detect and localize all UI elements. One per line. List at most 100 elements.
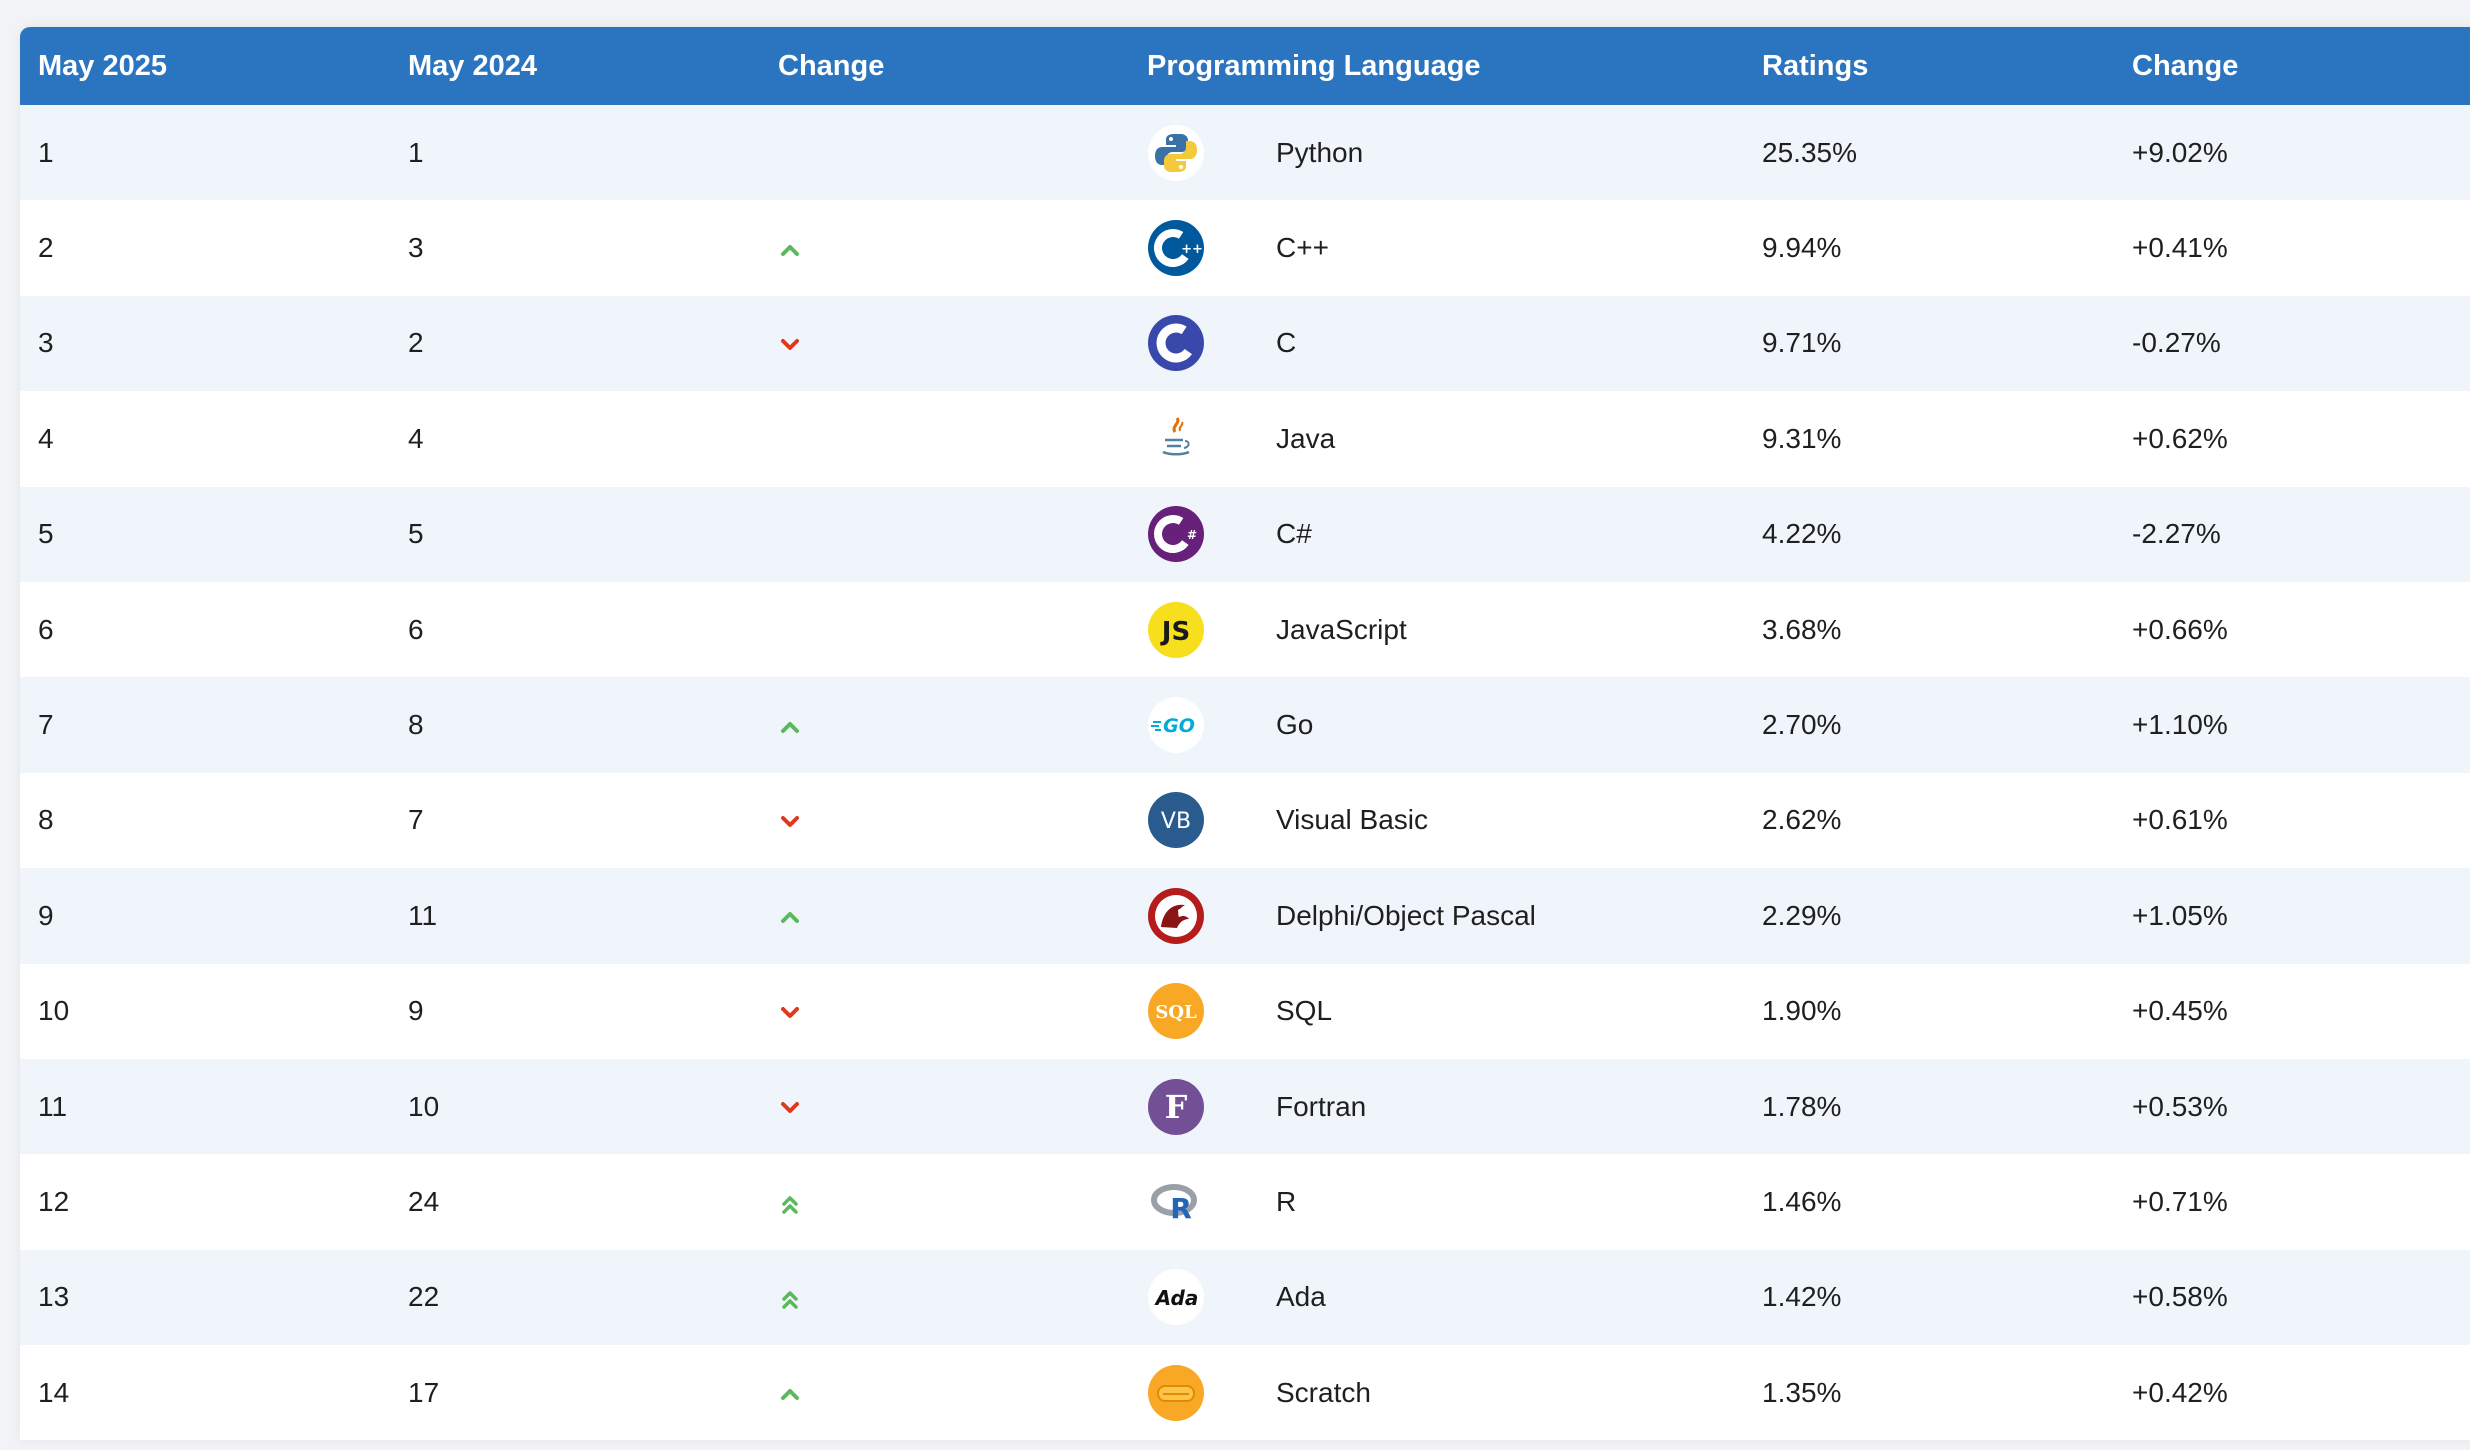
language-name[interactable]: C++ [1276,232,1329,264]
rank-current: 11 [38,1090,68,1122]
scratch-logo-icon [1147,1364,1276,1422]
table-row[interactable]: 11 10 F Fortran 1.78% +0.53% [20,1058,2470,1155]
rank-current: 5 [38,518,54,550]
table-row[interactable]: 1 1 Python 25.35% +9.02% [20,105,2470,201]
table-row[interactable]: 8 7 VB Visual Basic 2.62% +0.61% [20,772,2470,869]
rating-value: 3.68% [1762,613,1842,645]
table-row[interactable]: 9 11 Delphi/Object Pascal 2.29% +1.05% [20,868,2470,964]
table-row[interactable]: 12 24 R R 1.46% +0.71% [20,1154,2470,1250]
double-arrow-up-icon [782,1291,798,1309]
rank-change-cell [760,487,1129,582]
svg-text:Ada: Ada [1154,1286,1199,1310]
table-row[interactable]: 2 3 ++ C++ 9.94% +0.41% [20,200,2470,296]
rank-previous: 22 [408,1281,440,1313]
table-row[interactable]: 7 8 GO Go 2.70% +1.10% [20,677,2470,773]
header-ratings-change[interactable]: Change [2114,27,2470,105]
language-logo-cell [1129,105,1276,200]
rating-value: 1.42% [1762,1281,1842,1313]
rank-change-cell [760,200,1129,295]
svg-text:++: ++ [1181,242,1203,257]
language-name[interactable]: C [1276,327,1297,359]
rank-current: 2 [38,232,54,264]
rank-previous: 8 [408,709,424,741]
language-name[interactable]: R [1276,1185,1297,1217]
language-logo-cell: # [1129,487,1276,582]
rank-current: 10 [38,995,70,1027]
rank-current: 7 [38,709,54,741]
language-name[interactable]: Visual Basic [1276,804,1429,836]
table-row[interactable]: 14 17 Scratch 1.35% +0.42% [20,1345,2470,1441]
arrow-down-icon [781,816,799,828]
arrow-down-icon [781,339,799,351]
rank-change-cell [760,964,1129,1059]
language-name[interactable]: SQL [1276,995,1333,1027]
rank-current: 12 [38,1185,70,1217]
svg-text:GO: GO [1163,715,1195,737]
svg-text:VB: VB [1161,809,1191,834]
rank-previous: 1 [408,136,424,168]
rank-current: 3 [38,327,54,359]
table-row[interactable]: 6 6 JS JavaScript 3.68% +0.66% [20,581,2470,678]
table-row[interactable]: 3 2 C 9.71% -0.27% [20,295,2470,392]
rank-previous: 4 [408,422,424,454]
arrow-down-icon [781,1102,799,1114]
rating-value: 1.35% [1762,1376,1842,1408]
language-name[interactable]: JavaScript [1276,613,1407,645]
arrow-down-icon [781,1006,799,1018]
rank-previous: 2 [408,327,424,359]
header-may-2024[interactable]: May 2024 [390,27,760,105]
header-programming-language[interactable]: Programming Language [1129,27,1745,105]
language-name[interactable]: Scratch [1276,1376,1371,1408]
r-logo-icon: R [1147,1173,1276,1231]
rank-change-cell [760,773,1129,868]
rank-change-cell [760,1154,1129,1249]
rank-change-cell [760,1250,1129,1345]
go-logo-icon: GO [1147,696,1276,754]
language-name[interactable]: Java [1276,422,1336,454]
rank-previous: 7 [408,804,424,836]
language-name[interactable]: Delphi/Object Pascal [1276,899,1536,931]
python-logo-icon [1147,124,1276,182]
header-ratings[interactable]: Ratings [1744,27,2115,105]
language-logo-cell: GO [1129,677,1276,772]
rating-change: +0.61% [2132,804,2228,836]
language-logo-cell [1129,1345,1276,1440]
table-row[interactable]: 13 22 Ada Ada 1.42% +0.58% [20,1249,2470,1346]
cplusplus-logo-icon: ++ [1147,219,1276,277]
sql-logo-icon: SQL [1147,982,1276,1040]
rating-change: -2.27% [2132,518,2221,550]
rating-change: +0.41% [2132,232,2228,264]
language-logo-cell: Ada [1129,1250,1276,1345]
rank-previous: 6 [408,613,424,645]
table-row[interactable]: 5 5 # C# 4.22% -2.27% [20,486,2470,582]
rating-value: 9.94% [1762,232,1842,264]
rating-value: 1.90% [1762,995,1842,1027]
rank-current: 13 [38,1281,70,1313]
rating-change: +9.02% [2132,136,2228,168]
table-row[interactable]: 10 9 SQL SQL 1.90% +0.45% [20,963,2470,1059]
header-change[interactable]: Change [760,27,1129,105]
visual-basic-logo-icon: VB [1147,791,1276,849]
language-name[interactable]: C# [1276,518,1312,550]
rating-value: 4.22% [1762,518,1842,550]
rank-current: 6 [38,613,54,645]
rating-change: +0.62% [2132,422,2228,454]
rank-previous: 11 [408,899,438,931]
language-name[interactable]: Fortran [1276,1090,1367,1122]
language-name[interactable]: Python [1276,136,1364,168]
arrow-up-icon [781,244,799,256]
language-name[interactable]: Go [1276,709,1314,741]
rank-current: 1 [38,136,54,168]
rating-value: 1.78% [1762,1090,1842,1122]
table-row[interactable]: 4 4 Java 9.31% +0.62% [20,391,2470,487]
header-may-2025[interactable]: May 2025 [20,27,390,105]
svg-text:SQL: SQL [1155,1002,1197,1023]
language-name[interactable]: Ada [1276,1281,1326,1313]
rank-previous: 9 [408,995,424,1027]
rating-change: +0.42% [2132,1376,2228,1408]
language-logo-cell [1129,391,1276,486]
rank-previous: 10 [408,1090,440,1122]
table-body: 1 1 Python 25.35% +9.02% 2 3 ++ C++ 9.94% +0.41% 3 2… [20,105,2470,1441]
rank-previous: 5 [408,518,424,550]
rank-previous: 17 [408,1376,440,1408]
